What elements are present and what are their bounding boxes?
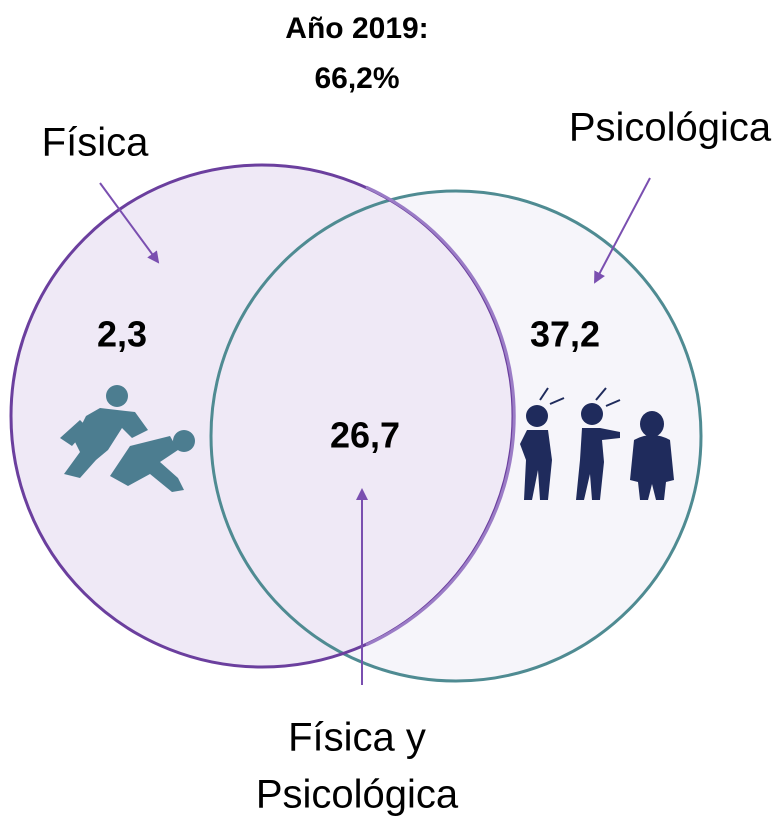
psicologica-circle: [209, 189, 703, 683]
set-value: 2,3: [97, 314, 147, 355]
set-value: 37,2: [530, 314, 600, 355]
bullying-icon: [520, 387, 674, 500]
set-label: Física: [42, 121, 149, 165]
intersection-label: Psicológica: [256, 773, 459, 816]
fight-icon: [60, 385, 195, 492]
intersection-label: Física y: [288, 716, 426, 760]
fisica-circle-fill: [11, 165, 513, 667]
intersection-value: 26,7: [330, 415, 400, 456]
title-line: Año 2019:: [285, 12, 428, 45]
arrow: [99, 182, 160, 264]
title-line: 66,2%: [314, 62, 399, 95]
fisica-circle-inner-arc: [365, 185, 516, 647]
arrow: [594, 177, 651, 284]
set-label: Psicológica: [569, 106, 772, 150]
